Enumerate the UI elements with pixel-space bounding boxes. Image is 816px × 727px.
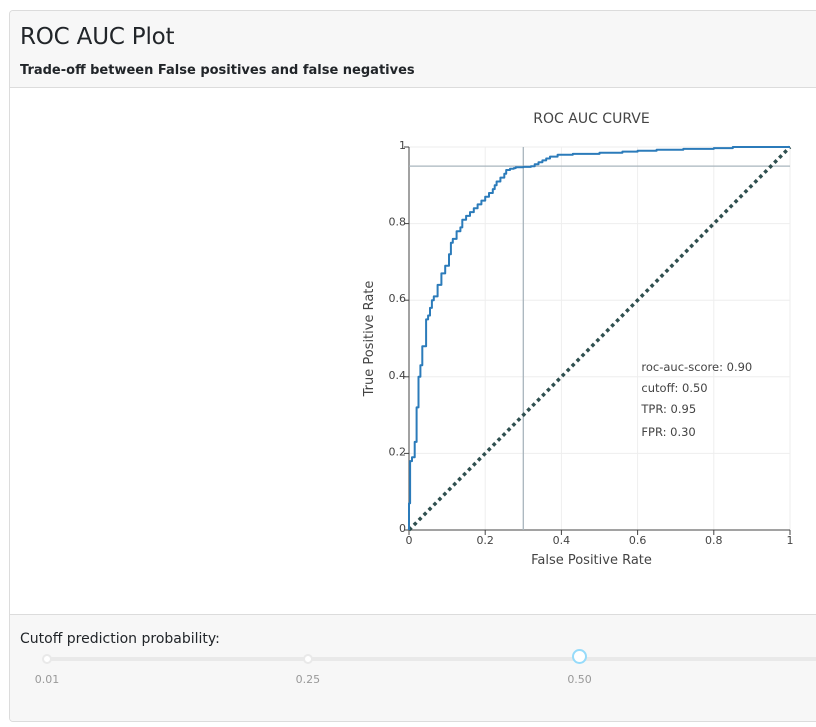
slider-mark-label[interactable]: 0.01 (34, 673, 60, 686)
y-tick-label: 0 (399, 522, 406, 535)
x-tick-label: 1 (787, 534, 794, 547)
random-baseline-line (407, 145, 792, 532)
chart-title: ROC AUC CURVE (533, 111, 649, 127)
slider-mark-dot[interactable] (42, 654, 52, 664)
card-header: ROC AUC Plot Trade-off between False pos… (10, 11, 816, 88)
cutoff-slider-handle[interactable] (572, 649, 588, 664)
y-tick-label: 0.2 (389, 445, 407, 458)
annotation-label: cutoff: 0.50 (641, 381, 707, 395)
y-tick-label: 0.8 (389, 216, 407, 229)
slider-mark-dot[interactable] (302, 654, 313, 664)
x-tick-label: 0.8 (705, 534, 723, 547)
y-axis-title: True Positive Rate (362, 281, 377, 398)
annotation-label: roc-auc-score: 0.90 (641, 360, 752, 374)
page-subtitle: Trade-off between False positives and fa… (20, 63, 415, 78)
roc-auc-chart[interactable]: 0 0.2 0.4 0.6 0.8 1 0 0.2 0.4 0.6 0.8 1 roc-auc-scor… (9, 10, 816, 621)
card-body: 0 0.2 0.4 0.6 0.8 1 0 0.2 0.4 0.6 0.8 1 roc-auc-scor… (10, 88, 816, 614)
x-tick-label: 0.2 (476, 534, 494, 547)
slider-mark-label[interactable]: 0.50 (567, 673, 592, 686)
x-axis-title: False Positive Rate (531, 553, 652, 568)
annotation-label: FPR: 0.30 (641, 425, 695, 439)
card-footer: Cutoff prediction probability: 0.01 0.25 0… (10, 614, 816, 721)
annotation-label: TPR: 0.95 (640, 402, 696, 416)
roc-curve-line (408, 146, 790, 530)
roc-card: ROC AUC Plot Trade-off between False pos… (9, 10, 816, 722)
x-tick-label: 0 (406, 534, 413, 547)
y-tick-label: 1 (399, 139, 406, 152)
x-tick-label: 0.6 (629, 534, 647, 547)
cutoff-slider-track[interactable] (47, 657, 816, 661)
cutoff-slider-label: Cutoff prediction probability: (20, 631, 220, 647)
y-tick-label: 0.6 (389, 292, 407, 305)
y-tick-label: 0.4 (389, 369, 407, 382)
x-tick-label: 0.4 (553, 534, 571, 547)
page-title: ROC AUC Plot (20, 24, 175, 50)
slider-mark-label[interactable]: 0.25 (295, 673, 321, 686)
